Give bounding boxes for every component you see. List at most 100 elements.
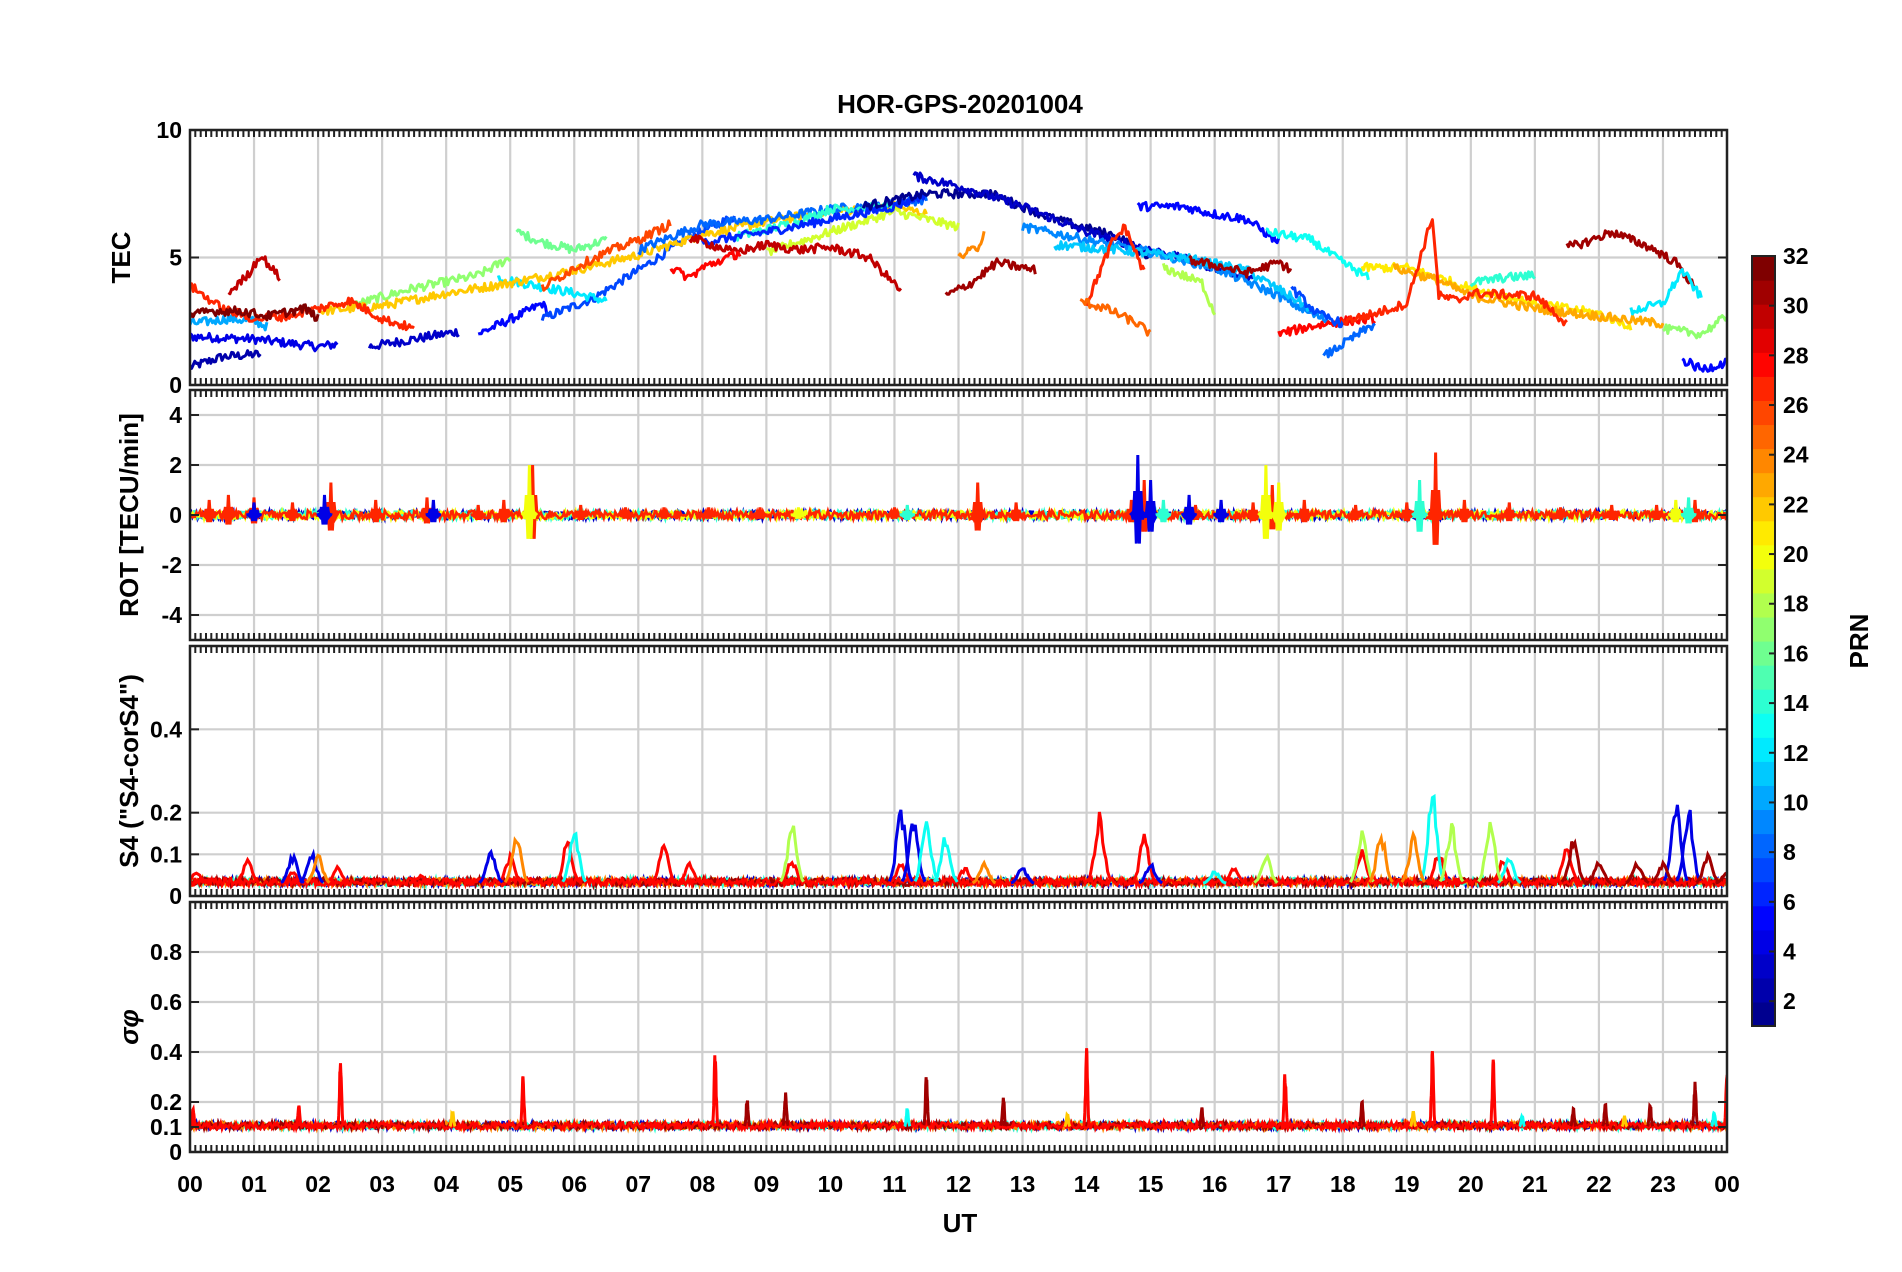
chart-title: HOR-GPS-20201004 xyxy=(837,89,1083,119)
sigma-burst xyxy=(1409,1110,1418,1128)
colorbar-bin xyxy=(1752,785,1775,811)
s4-burst xyxy=(1419,793,1446,882)
tec-series-22 xyxy=(1079,297,1152,337)
tec-series-36 xyxy=(944,257,1037,296)
s4-burst xyxy=(1368,832,1394,883)
x-axis-label: UT xyxy=(943,1208,978,1238)
s4-burst xyxy=(1560,838,1586,883)
tec-series-17 xyxy=(1021,222,1331,325)
rot-spike xyxy=(617,507,634,519)
s4-burst xyxy=(1400,829,1426,883)
x-tick-label: 00 xyxy=(1714,1171,1740,1197)
colorbar-bin xyxy=(1752,689,1775,714)
y-tick-label: 10 xyxy=(156,117,182,143)
y-tick-label: 2 xyxy=(169,452,182,478)
s4-burst xyxy=(1586,860,1612,884)
rot-spike xyxy=(220,494,237,525)
colorbar-bin xyxy=(1752,929,1775,955)
y-tick-label: 0.6 xyxy=(150,989,182,1015)
colorbar-bin xyxy=(1752,544,1775,570)
s4-burst xyxy=(971,859,997,885)
colorbar-bin xyxy=(1752,809,1775,835)
colorbar-bin xyxy=(1752,857,1775,883)
x-tick-label: 04 xyxy=(433,1171,459,1197)
tec-series-13 xyxy=(700,190,928,247)
sigma-burst xyxy=(1518,1112,1526,1128)
y-tick-label: 0.8 xyxy=(150,939,182,965)
rot-spike xyxy=(470,504,487,521)
colorbar-tick-label: 16 xyxy=(1783,640,1809,666)
colorbar-tick-label: 26 xyxy=(1783,392,1809,418)
s4-burst xyxy=(887,809,914,883)
rot-spike xyxy=(1456,499,1473,523)
colorbar-tick-label: 28 xyxy=(1783,342,1809,368)
sigma-burst xyxy=(1569,1105,1578,1128)
y-tick-label: 0.1 xyxy=(150,841,182,867)
rot-spike xyxy=(201,499,218,523)
tec-series-42 xyxy=(190,303,320,322)
colorbar-bin xyxy=(1752,737,1775,762)
s4-burst xyxy=(913,821,940,883)
colorbar-bin xyxy=(1752,352,1775,377)
sigma-burst xyxy=(190,1104,198,1128)
x-tick-label: 01 xyxy=(241,1171,267,1197)
s4-burst xyxy=(280,851,305,884)
rot-spike xyxy=(752,507,768,519)
tec-series-33 xyxy=(1681,357,1727,373)
s4-burst xyxy=(325,864,350,885)
s4-burst xyxy=(900,823,927,883)
colorbar-bin xyxy=(1752,448,1775,474)
colorbar-bin xyxy=(1752,713,1775,738)
x-tick-label: 05 xyxy=(497,1171,523,1197)
rot-spike xyxy=(520,464,539,539)
s4-burst xyxy=(1490,859,1516,885)
s4-burst xyxy=(305,853,331,884)
colorbar-bin xyxy=(1752,520,1775,546)
s4-burst xyxy=(779,825,805,883)
tec-series-8 xyxy=(348,256,512,311)
colorbar-bin xyxy=(1752,496,1775,522)
colorbar-bin xyxy=(1752,953,1775,979)
rot-spike xyxy=(1603,504,1620,521)
s4-burst xyxy=(651,842,677,884)
x-tick-label: 20 xyxy=(1458,1171,1484,1197)
x-tick-label: 22 xyxy=(1586,1171,1612,1197)
sigma-burst xyxy=(1428,1051,1437,1125)
sigma-burst xyxy=(903,1108,912,1128)
y-axis-label-rot: ROT [TECU/min] xyxy=(114,413,144,617)
x-tick-label: 23 xyxy=(1650,1171,1676,1197)
tec-series-20 xyxy=(1161,263,1217,316)
sigma-burst xyxy=(448,1109,457,1128)
colorbar-bin xyxy=(1752,568,1775,594)
rot-spike xyxy=(572,504,589,521)
tec-series-41 xyxy=(669,250,742,282)
rot-spike xyxy=(425,499,442,523)
s4-burst xyxy=(1625,860,1650,885)
y-axis-label-s4: S4 ("S4-corS4") xyxy=(114,674,144,868)
rot-spike xyxy=(1213,499,1230,523)
colorbar-bin xyxy=(1752,977,1775,1003)
s4-burst xyxy=(497,850,523,884)
colorbar-bin xyxy=(1752,400,1775,426)
tec-series-12 xyxy=(766,207,960,257)
colorbar-bin xyxy=(1752,304,1775,329)
s4-burst xyxy=(1202,870,1227,885)
s4-burst xyxy=(408,873,433,885)
sigma-burst xyxy=(1690,1081,1699,1127)
tec-series-4 xyxy=(540,215,736,322)
tec-series-10 xyxy=(637,193,928,256)
x-tick-label: 08 xyxy=(690,1171,716,1197)
tec-series-1 xyxy=(190,331,339,353)
sigma-burst xyxy=(294,1105,303,1127)
s4-burst xyxy=(1349,830,1375,883)
tec-series-35 xyxy=(688,234,903,292)
s4-burst xyxy=(1221,867,1246,885)
colorbar-tick-label: 10 xyxy=(1783,789,1809,815)
tec-series-25 xyxy=(1290,285,1345,329)
x-tick-label: 07 xyxy=(625,1171,651,1197)
rot-spike xyxy=(246,502,262,522)
y-tick-label: -4 xyxy=(162,602,183,628)
y-tick-label: 0 xyxy=(169,502,182,528)
x-tick-label: 18 xyxy=(1330,1171,1356,1197)
s4-burst xyxy=(1675,809,1702,882)
